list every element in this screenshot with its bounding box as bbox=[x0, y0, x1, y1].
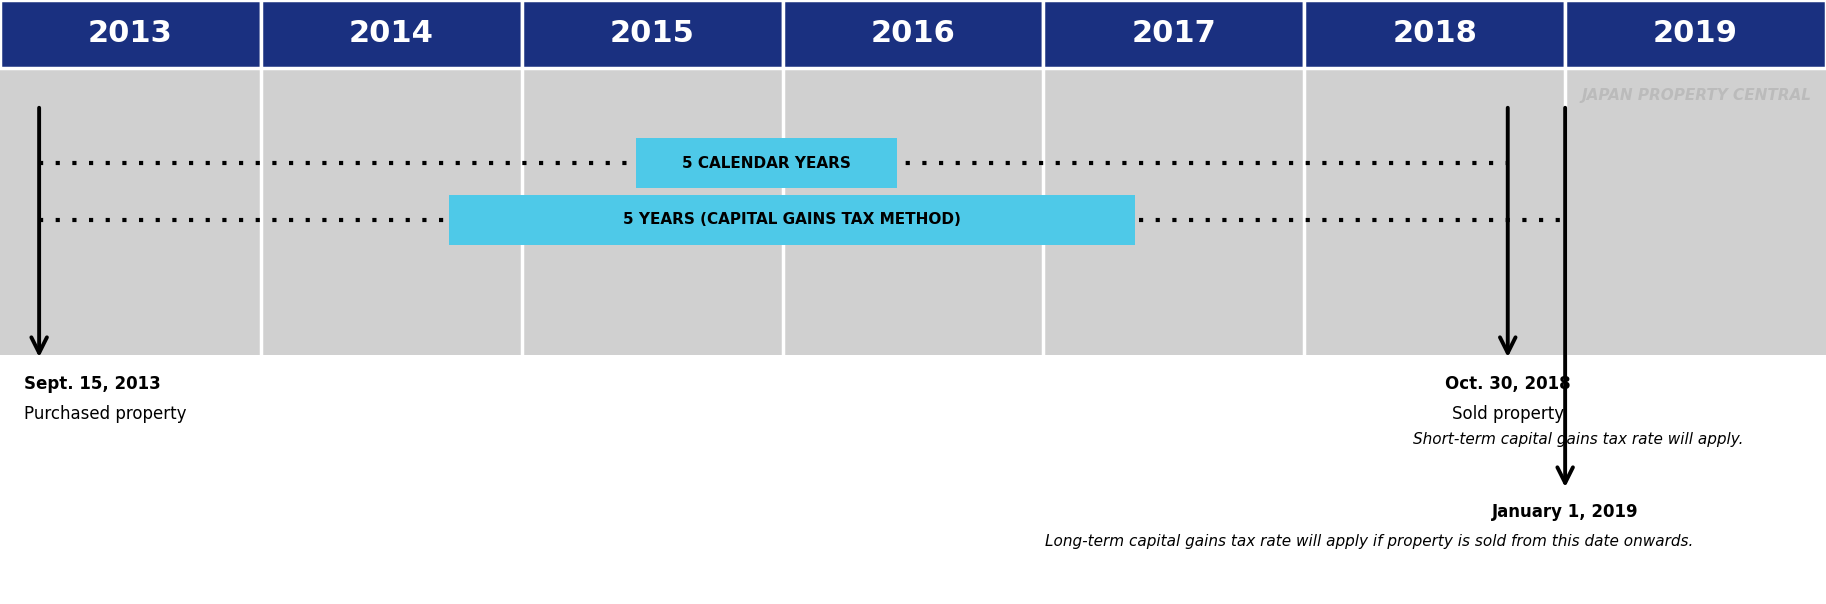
Bar bbox=[1565, 0, 1826, 68]
Text: January 1, 2019: January 1, 2019 bbox=[1492, 503, 1638, 521]
Bar bbox=[783, 0, 1043, 68]
Text: 2016: 2016 bbox=[871, 19, 955, 48]
Text: 2019: 2019 bbox=[1653, 19, 1738, 48]
Text: Short-term capital gains tax rate will apply.: Short-term capital gains tax rate will a… bbox=[1413, 432, 1744, 447]
Text: 2018: 2018 bbox=[1391, 19, 1477, 48]
Text: Oct. 30, 2018: Oct. 30, 2018 bbox=[1444, 375, 1570, 393]
Bar bbox=[522, 0, 783, 68]
Text: 5 CALENDAR YEARS: 5 CALENDAR YEARS bbox=[683, 155, 851, 170]
Text: 2013: 2013 bbox=[88, 19, 173, 48]
Text: Sold property: Sold property bbox=[1452, 405, 1563, 423]
Bar bbox=[261, 0, 522, 68]
Text: 2014: 2014 bbox=[349, 19, 435, 48]
Bar bbox=[1304, 0, 1565, 68]
Bar bbox=[637, 138, 897, 188]
Bar bbox=[449, 195, 1134, 245]
Bar bbox=[0, 0, 261, 68]
Text: JAPAN PROPERTY CENTRAL: JAPAN PROPERTY CENTRAL bbox=[1581, 88, 1811, 103]
Text: 5 YEARS (CAPITAL GAINS TAX METHOD): 5 YEARS (CAPITAL GAINS TAX METHOD) bbox=[623, 213, 960, 228]
Text: Sept. 15, 2013: Sept. 15, 2013 bbox=[24, 375, 161, 393]
Text: 2017: 2017 bbox=[1132, 19, 1216, 48]
Text: 2015: 2015 bbox=[610, 19, 694, 48]
Bar bbox=[0, 68, 1826, 355]
Text: Purchased property: Purchased property bbox=[24, 405, 186, 423]
Bar bbox=[1043, 0, 1304, 68]
Text: Long-term capital gains tax rate will apply if property is sold from this date o: Long-term capital gains tax rate will ap… bbox=[1044, 534, 1693, 549]
